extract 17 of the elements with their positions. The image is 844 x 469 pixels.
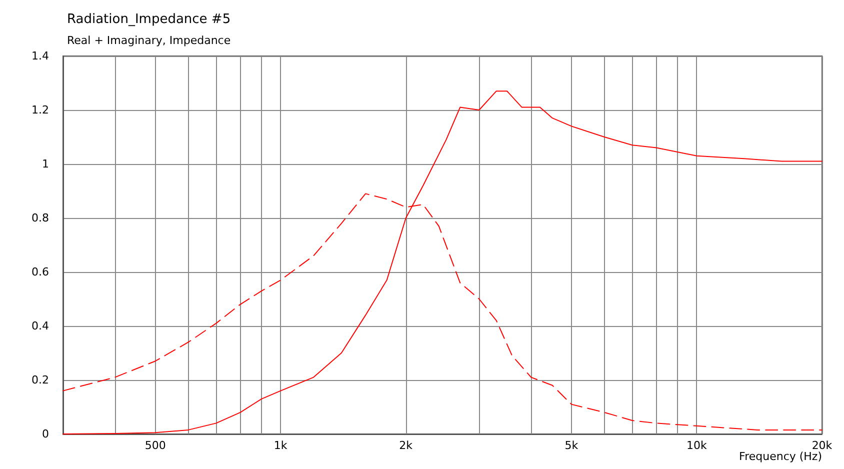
y-tick-label: 0.6 — [32, 266, 49, 278]
y-tick-label: 1.2 — [32, 104, 49, 116]
x-tick-label: 20k — [812, 439, 833, 452]
chart-subtitle: Real + Imaginary, Impedance — [67, 34, 231, 47]
y-tick-label: 0.8 — [32, 212, 49, 224]
y-tick-label: 0.2 — [32, 374, 49, 386]
y-tick-label: 1 — [42, 158, 49, 170]
x-tick-label: 10k — [686, 439, 708, 452]
y-tick-label: 0.4 — [32, 320, 49, 332]
chart-title: Radiation_Impedance #5 — [67, 12, 231, 27]
x-tick-label: 5k — [564, 439, 579, 452]
x-axis-title: Frequency (Hz) — [739, 450, 822, 463]
y-tick-label: 0 — [42, 428, 49, 440]
x-tick-label: 500 — [144, 439, 166, 452]
x-tick-label: 2k — [399, 439, 414, 452]
y-tick-label: 1.4 — [32, 50, 49, 62]
x-tick-label: 1k — [274, 439, 288, 452]
